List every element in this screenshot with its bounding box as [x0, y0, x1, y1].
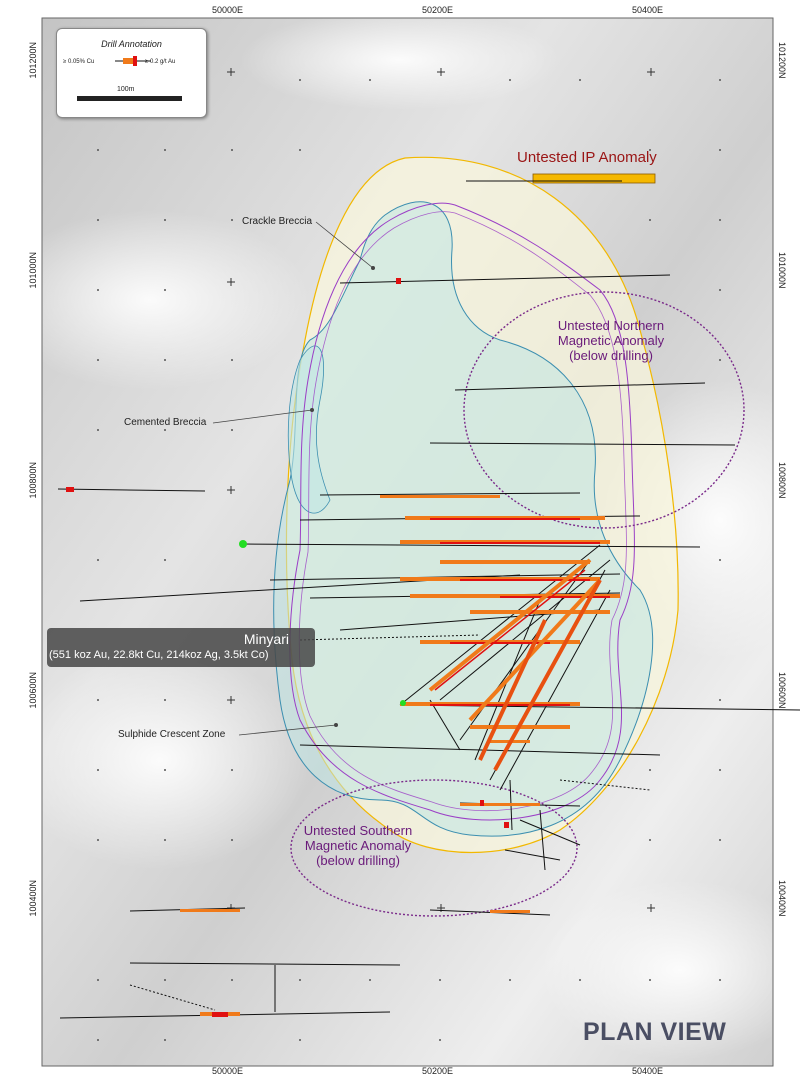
northern-anomaly-line: Magnetic Anomaly [557, 333, 665, 348]
au-intercepts [66, 278, 610, 1017]
legend-scale-label: 100m [117, 86, 135, 93]
cemented-breccia-label: Cemented Breccia [124, 417, 207, 428]
northern-anomaly-label: Untested Northern Magnetic Anomaly (belo… [536, 318, 686, 363]
easting-top-50000: 50000E [212, 5, 244, 15]
southern-anomaly-label: Untested Southern Magnetic Anomaly (belo… [283, 823, 433, 868]
northing-right-100600: 100600N [777, 672, 787, 709]
background-light-band [540, 880, 803, 1060]
northing-right-100800: 100800N [777, 462, 787, 499]
background-light-band [240, 10, 560, 110]
callout-leaders [212, 221, 374, 736]
magnetic-outline-inner [298, 211, 627, 811]
easting-bottom-50400: 50400E [632, 1066, 664, 1076]
sulphide-crescent-label: Sulphide Crescent Zone [118, 729, 226, 740]
legend-au-label: ≥ 0.2 g/t Au [145, 59, 176, 65]
callout-dots [310, 266, 375, 727]
northing-right-101200: 101200N [777, 42, 787, 79]
collar-marker-south [400, 700, 406, 706]
easting-top-50400: 50400E [632, 5, 664, 15]
easting-bottom-50200: 50200E [422, 1066, 454, 1076]
map-frame [41, 17, 774, 1067]
deposit-name: Minyari [243, 631, 289, 647]
northing-left-101000: 101000N [28, 252, 38, 289]
background-light-band [10, 650, 310, 870]
legend-swatch [115, 56, 151, 66]
northing-right-100400: 100400N [777, 880, 787, 917]
deposit-label: Minyari (551 koz Au, 22.8kt Cu, 214koz A… [47, 628, 315, 667]
easting-bottom-50000: 50000E [212, 1066, 244, 1076]
northing-left-100800: 100800N [28, 462, 38, 499]
northern-magnetic-anomaly [463, 291, 745, 529]
southern-anomaly-line: Magnetic Anomaly [304, 838, 412, 853]
northing-right-101000: 101000N [777, 252, 787, 289]
deposit-resource: (551 koz Au, 22.8kt Cu, 214koz Ag, 3.5kt… [49, 649, 269, 661]
drill-traces-dotted [129, 634, 651, 1011]
easting-top-50200: 50200E [422, 5, 454, 15]
collar-marker-west [239, 540, 247, 548]
southern-magnetic-anomaly [290, 779, 578, 917]
background-light-band [0, 210, 310, 390]
legend-cu-label: ≥ 0.05% Cu [63, 59, 95, 65]
diagonal-intercepts [428, 558, 602, 771]
northing-left-100600: 100600N [28, 672, 38, 709]
northing-left-100400: 100400N [28, 880, 38, 917]
southern-anomaly-line: Untested Southern [303, 823, 413, 838]
ip-anomaly-bar [532, 173, 656, 184]
ip-anomaly-label: Untested IP Anomaly [517, 149, 657, 166]
northern-anomaly-line: (below drilling) [569, 348, 653, 363]
scale-bar [77, 96, 182, 101]
crackle-breccia-label: Crackle Breccia [242, 216, 313, 227]
plan-view-label: PLAN VIEW [583, 1018, 727, 1046]
drill-legend: Drill Annotation ≥ 0.05% Cu ≥ 0.2 g/t Au… [56, 28, 207, 118]
legend-title: Drill Annotation [101, 39, 162, 49]
grid-crosses [227, 68, 655, 912]
southern-anomaly-line: (below drilling) [316, 853, 400, 868]
magnetic-outline [289, 202, 635, 821]
northern-anomaly-line: Untested Northern [557, 318, 665, 333]
cemented-breccia-zone [287, 345, 331, 514]
northing-left-101200: 101200N [28, 42, 38, 79]
